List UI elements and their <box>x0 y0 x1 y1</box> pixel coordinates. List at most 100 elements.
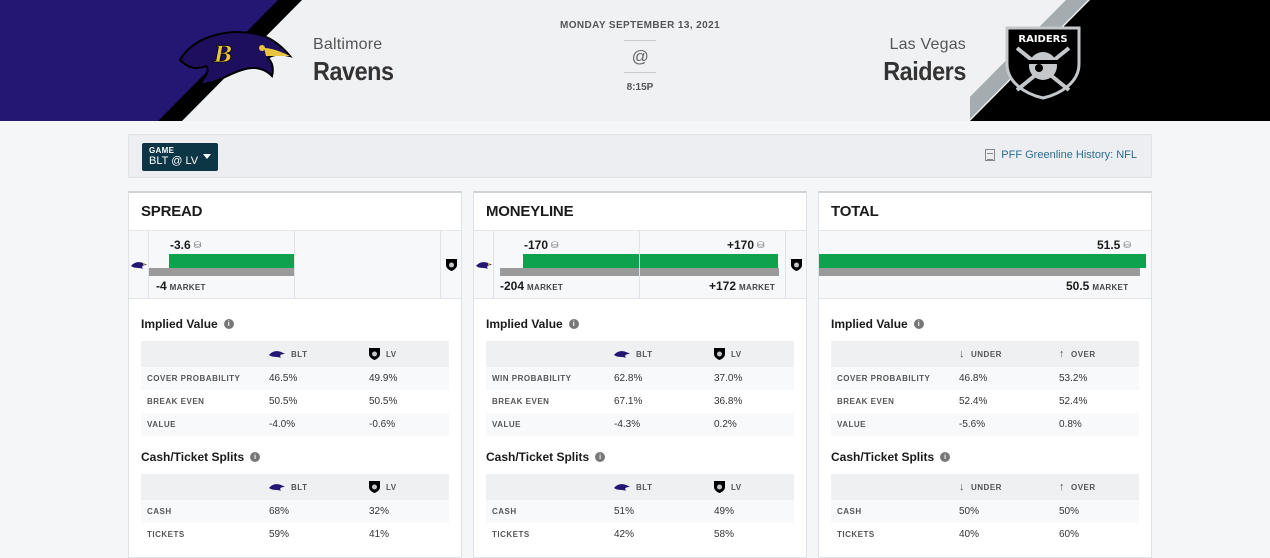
game-select-label: GAME <box>149 146 175 155</box>
total-implied-table: ↓ UNDER ↑ OVER COVER PROBABILITY 46.8% 53.… <box>831 341 1139 436</box>
row-under: 52.4% <box>959 396 988 407</box>
info-icon[interactable]: i <box>250 452 261 462</box>
divider <box>493 231 494 299</box>
total-greenline-bar <box>819 254 1146 268</box>
away-team-city: Baltimore <box>313 36 383 53</box>
table-row: TICKETS 59% 41% <box>141 523 449 546</box>
header-home-label: LV <box>731 349 742 359</box>
row-away: 42% <box>614 529 635 540</box>
row-away: 59% <box>269 529 290 540</box>
greenline-icon: ⛁ <box>193 239 202 250</box>
row-home: 36.8% <box>714 396 743 407</box>
header-home: LV <box>714 348 742 360</box>
game-date: MONDAY SEPTEMBER 13, 2021 <box>559 20 721 31</box>
table-row: TICKETS 42% 58% <box>486 523 794 546</box>
header-away: BLT <box>614 350 714 359</box>
table-header: ↓ UNDER ↑ OVER <box>831 474 1139 500</box>
arrow-up-icon: ↑ <box>1059 348 1065 360</box>
row-label: COVER PROBABILITY <box>147 374 241 383</box>
header-away: BLT <box>269 483 369 492</box>
table-row: BREAK EVEN 52.4% 52.4% <box>831 390 1139 413</box>
divider <box>148 231 149 299</box>
game-select-value: BLT @ LV <box>149 155 199 167</box>
row-label: VALUE <box>147 420 177 429</box>
header-under-label: UNDER <box>971 349 1002 359</box>
row-away: -4.3% <box>614 419 641 430</box>
game-select-dropdown[interactable]: GAME BLT @ LV <box>142 143 218 171</box>
moneyline-market-home-value: +172 <box>709 279 737 293</box>
table-header: BLT LV <box>486 474 794 500</box>
moneyline-implied-title: Implied Value i <box>486 317 806 331</box>
row-home: 49.9% <box>369 373 398 384</box>
table-row: WIN PROBABILITY 62.8% 37.0% <box>486 367 794 390</box>
row-home: 50.5% <box>369 396 398 407</box>
raiders-small-icon <box>441 231 461 299</box>
row-away: 50.5% <box>269 396 298 407</box>
header-over-label: OVER <box>1071 349 1096 359</box>
row-label: BREAK EVEN <box>492 397 550 406</box>
table-row: CASH 50% 50% <box>831 500 1139 523</box>
row-label: VALUE <box>837 420 867 429</box>
header-home-label: LV <box>386 349 397 359</box>
row-home: 58% <box>714 529 735 540</box>
header-home: LV <box>714 481 742 493</box>
total-line-area: 51.5 ⛁ 50.5 MARKET <box>819 231 1151 299</box>
spread-market-value: -4 <box>156 279 167 293</box>
header-home: LV <box>369 481 397 493</box>
row-label: TICKETS <box>837 530 875 539</box>
table-row: VALUE -4.0% -0.6% <box>141 413 449 436</box>
chevron-down-icon <box>203 154 211 159</box>
total-greenline: 51.5 ⛁ <box>1097 238 1131 252</box>
row-over: 60% <box>1059 529 1080 540</box>
row-under: -5.6% <box>959 419 986 430</box>
row-home: 0.2% <box>714 419 737 430</box>
info-icon[interactable]: i <box>595 452 606 462</box>
moneyline-implied-table: BLT LV WIN PROBABILITY 62.8% 37.0% BREAK E… <box>486 341 794 436</box>
moneyline-splits-title: Cash/Ticket Splits i <box>486 450 806 464</box>
moneyline-market-away: -204 MARKET <box>500 279 563 293</box>
row-over: 52.4% <box>1059 396 1088 407</box>
header-away-label: BLT <box>636 349 653 359</box>
spread-splits-table: BLT LV CASH 68% 32% TICKETS 59% 41% <box>141 474 449 546</box>
info-icon[interactable]: i <box>913 319 924 329</box>
splits-label: Cash/Ticket Splits <box>831 450 935 464</box>
raiders-small-icon <box>369 481 380 493</box>
info-icon[interactable]: i <box>223 319 234 329</box>
ravens-small-icon <box>474 231 494 299</box>
total-greenline-value: 51.5 <box>1097 238 1121 252</box>
row-away: 51% <box>614 506 635 517</box>
table-header: BLT LV <box>486 341 794 367</box>
moneyline-market-bar-home <box>640 268 779 276</box>
info-icon[interactable]: i <box>940 452 951 462</box>
filter-bar: GAME BLT @ LV PFF Greenline History: NFL <box>128 134 1152 178</box>
row-label: WIN PROBABILITY <box>492 374 572 383</box>
market-label: MARKET <box>1092 283 1129 292</box>
raiders-small-icon <box>714 348 725 360</box>
row-label: BREAK EVEN <box>837 397 895 406</box>
divider <box>440 231 441 299</box>
info-icon[interactable]: i <box>568 319 579 329</box>
away-team-nickname: Ravens <box>313 56 394 86</box>
greenline-icon: ⛁ <box>757 239 765 250</box>
row-over: 50% <box>1059 506 1080 517</box>
spread-greenline-bar <box>169 254 294 268</box>
spread-market-bar <box>149 268 294 276</box>
greenline-history-link[interactable]: PFF Greenline History: NFL <box>985 149 1137 161</box>
home-team-nickname: Raiders <box>883 56 966 86</box>
moneyline-greenline-home: +170 ⛁ <box>727 238 765 252</box>
ravens-small-icon <box>614 350 630 358</box>
row-label: TICKETS <box>492 530 530 539</box>
row-away: 46.5% <box>269 373 298 384</box>
implied-value-label: Implied Value <box>141 317 218 331</box>
row-over: 53.2% <box>1059 373 1088 384</box>
greenline-icon: ⛁ <box>551 239 559 250</box>
moneyline-market-home: +172 MARKET <box>709 279 775 293</box>
spread-line-area: -3.6 ⛁ -4 MARKET <box>129 231 461 299</box>
raiders-small-icon <box>786 231 806 299</box>
ravens-small-icon <box>269 350 285 358</box>
greenline-icon: ⛁ <box>1123 239 1131 250</box>
row-under: 46.8% <box>959 373 988 384</box>
raiders-logo-text: RAIDERS <box>1018 34 1067 45</box>
greenline-history-label: PFF Greenline History: NFL <box>1001 149 1137 161</box>
moneyline-greenline-bar-away <box>523 254 639 268</box>
